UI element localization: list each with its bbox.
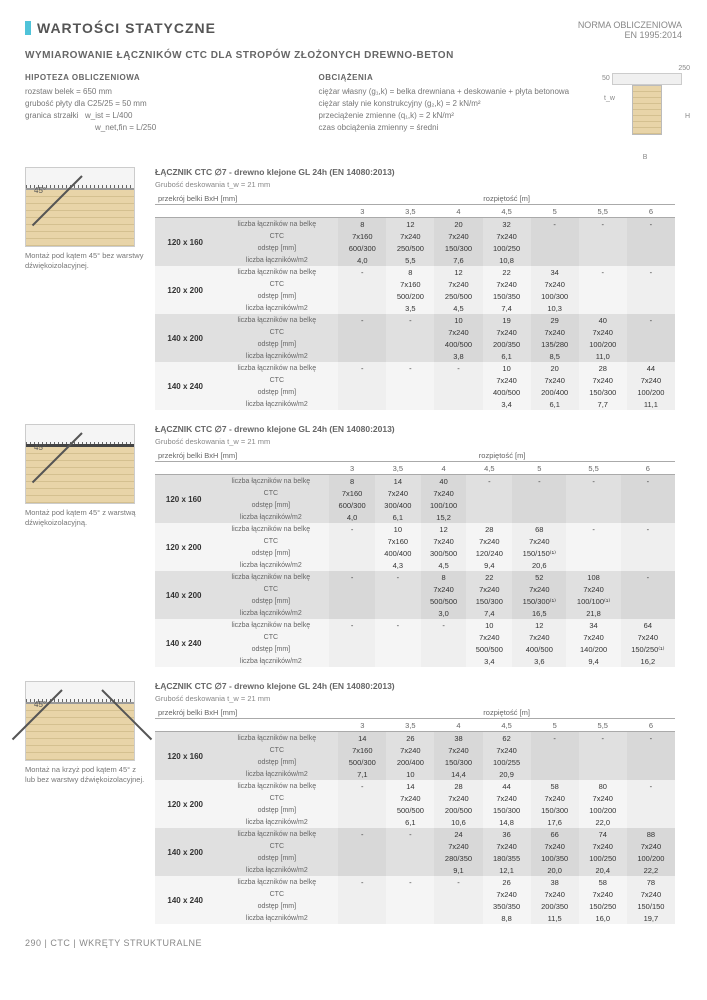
span-table: przekrój belki BxH [mm]rozpiętość [m] 33…: [155, 449, 675, 667]
subtitle: WYMIAROWANIE ŁĄCZNIKÓW CTC DLA STROPÓW Z…: [25, 50, 682, 61]
main-title: WARTOŚCI STATYCZNE: [37, 20, 216, 36]
section-title: ŁĄCZNIK CTC ∅7 - drewno klejone GL 24h (…: [155, 681, 682, 692]
mounting-diagram: 45° Montaż na krzyż pod kątem 45° z lub …: [25, 681, 145, 924]
title-block: WARTOŚCI STATYCZNE: [25, 20, 216, 36]
hypothesis: HIPOTEZA OBLICZENIOWA rozstaw belek = 65…: [25, 73, 289, 153]
table-section: 45° Montaż pod kątem 45° bez warstwy dźw…: [25, 167, 682, 410]
section-title: ŁĄCZNIK CTC ∅7 - drewno klejone GL 24h (…: [155, 424, 682, 435]
accent-bar: [25, 21, 31, 35]
norm-label: NORMA OBLICZENIOWA EN 1995:2014: [578, 20, 682, 40]
page-header: WARTOŚCI STATYCZNE NORMA OBLICZENIOWA EN…: [25, 20, 682, 40]
page-footer: 290 | CTC | WKRĘTY STRUKTURALNE: [25, 938, 682, 948]
mounting-diagram: 45° Montaż pod kątem 45° bez warstwy dźw…: [25, 167, 145, 410]
loads: OBCIĄŻENIA ciężar własny (g₁,k) = belka …: [319, 73, 583, 153]
span-table: przekrój belki BxH [mm]rozpiętość [m] 33…: [155, 706, 675, 924]
table-section: 45° Montaż pod kątem 45° z warstwą dźwię…: [25, 424, 682, 667]
top-info: HIPOTEZA OBLICZENIOWA rozstaw belek = 65…: [25, 73, 682, 153]
span-table: przekrój belki BxH [mm]rozpiętość [m] 33…: [155, 192, 675, 410]
cross-section-icon: 250 50 t_w H B: [612, 73, 682, 153]
table-section: 45° Montaż na krzyż pod kątem 45° z lub …: [25, 681, 682, 924]
mounting-diagram: 45° Montaż pod kątem 45° z warstwą dźwię…: [25, 424, 145, 667]
section-title: ŁĄCZNIK CTC ∅7 - drewno klejone GL 24h (…: [155, 167, 682, 178]
